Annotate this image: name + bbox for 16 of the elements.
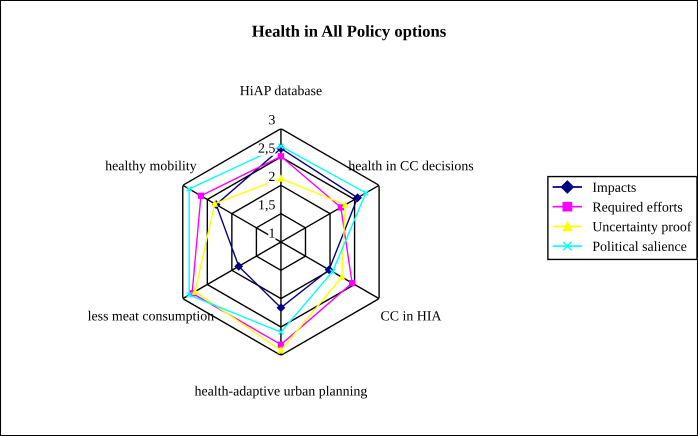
- spoke-label: HiAP database: [240, 86, 322, 96]
- y-tick-label: 3: [269, 115, 275, 124]
- legend-label: Uncertainty proof: [592, 221, 692, 234]
- spoke-label: healthy mobility: [105, 160, 197, 174]
- legend-label: Required efforts: [592, 202, 682, 215]
- y-tick-label: 2: [269, 172, 275, 181]
- y-tick-label: 1,5: [259, 200, 275, 212]
- legend-label: Political salience: [592, 241, 686, 252]
- spoke-label: less meat consumption: [88, 310, 214, 324]
- legend-label: Impacts: [592, 182, 636, 195]
- chart-title: Health in All Policy options: [252, 25, 446, 40]
- spoke-label: health-adaptive urban planning: [194, 386, 368, 398]
- spoke-label: CC in HIA: [381, 311, 442, 321]
- y-tick-label: 2,5: [258, 143, 275, 155]
- spoke-label: health in CC decisions: [348, 160, 474, 170]
- y-tick-label: 1: [270, 228, 275, 238]
